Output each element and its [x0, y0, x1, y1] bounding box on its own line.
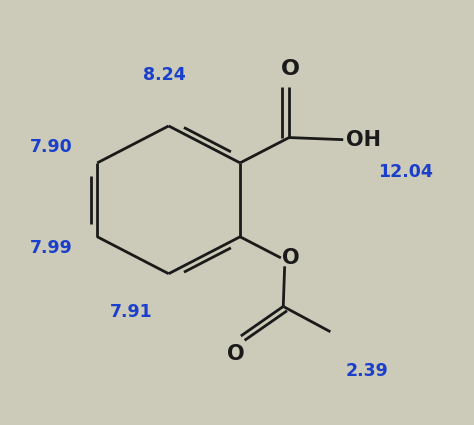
Text: 8.24: 8.24 — [143, 66, 185, 84]
Text: OH: OH — [346, 130, 381, 150]
Text: O: O — [283, 248, 300, 268]
Text: 2.39: 2.39 — [346, 362, 388, 380]
Text: 7.91: 7.91 — [110, 303, 153, 321]
Text: 7.90: 7.90 — [30, 138, 73, 156]
Text: 12.04: 12.04 — [378, 163, 433, 181]
Text: 7.99: 7.99 — [30, 239, 73, 258]
Text: O: O — [281, 60, 300, 79]
Text: O: O — [228, 343, 245, 364]
